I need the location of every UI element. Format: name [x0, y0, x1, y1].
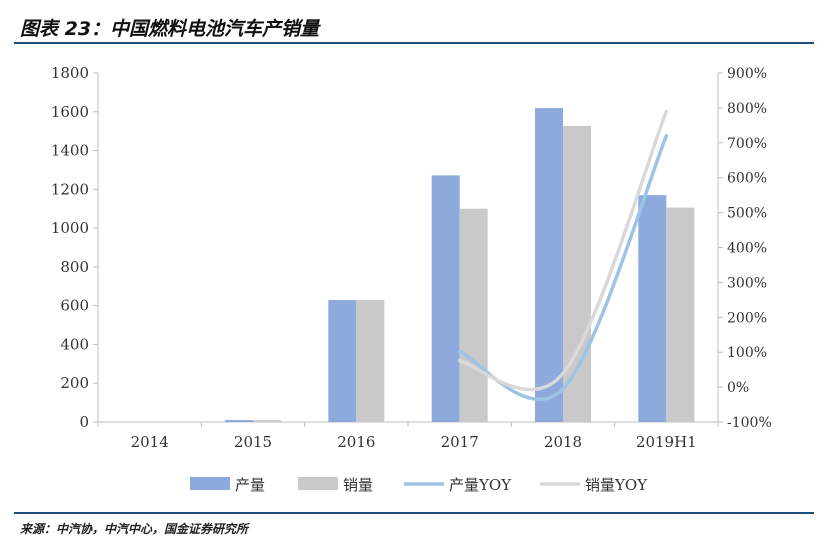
left-tick-label: 400: [60, 335, 89, 353]
bar-产量-2016: [328, 300, 357, 422]
right-tick-label: 700%: [727, 136, 767, 152]
legend-label-产量YOY: 产量YOY: [449, 476, 512, 494]
right-tick-label: 0%: [727, 380, 749, 396]
right-tick-label: 500%: [727, 206, 767, 222]
x-tick-label: 2019H1: [636, 433, 697, 451]
bar-销量-2015: [253, 420, 281, 422]
line-销量YOY: [457, 109, 669, 392]
left-tick-label: 600: [60, 297, 89, 315]
legend-swatch-销量: [298, 477, 338, 490]
left-tick-label: 1400: [51, 142, 89, 160]
x-tick-label: 2014: [131, 433, 169, 451]
left-tick-label: 1800: [51, 64, 89, 82]
bar-产量-2019H1: [638, 195, 667, 422]
bar-销量-2016: [356, 300, 385, 422]
right-tick-label: 800%: [727, 101, 767, 117]
legend-label-销量YOY: 销量YOY: [585, 476, 648, 494]
source-note: 来源：中汽协，中汽中心，国金证券研究所: [20, 522, 249, 536]
x-tick-label: 2018: [544, 433, 582, 451]
bar-产量-2017: [431, 175, 460, 422]
bar-产量-2015: [225, 420, 253, 422]
bar-产量-2018: [535, 108, 563, 423]
right-tick-label: 300%: [727, 275, 767, 291]
title-bar: 图表 23：中国燃料电池汽车产销量: [14, 8, 814, 44]
left-tick-label: 1200: [51, 180, 89, 198]
left-tick-label: 1600: [51, 103, 89, 121]
right-tick-label: 600%: [727, 171, 767, 187]
chart-title: 图表 23：中国燃料电池汽车产销量: [20, 18, 320, 40]
legend-label-产量: 产量: [235, 476, 265, 494]
bar-销量-2018: [563, 125, 591, 422]
bar-销量-2019H1: [666, 207, 695, 422]
bar-销量-2017: [459, 208, 488, 422]
x-tick-label: 2017: [441, 433, 479, 451]
right-tick-label: 200%: [727, 310, 767, 326]
left-tick-label: 1000: [51, 219, 89, 237]
right-tick-label: 400%: [727, 241, 767, 257]
x-tick-label: 2016: [337, 433, 375, 451]
right-tick-label: -100%: [727, 415, 772, 431]
right-tick-label: 900%: [727, 66, 767, 82]
legend-label-销量: 销量: [343, 476, 373, 494]
left-tick-label: 200: [60, 374, 89, 392]
x-tick-label: 2015: [234, 433, 272, 451]
left-tick-label: 0: [79, 413, 89, 431]
source-bar: 来源：中汽协，中汽中心，国金证券研究所: [14, 512, 814, 536]
right-tick-label: 100%: [727, 345, 767, 361]
left-tick-label: 800: [60, 258, 89, 276]
legend-swatch-产量: [190, 477, 230, 490]
